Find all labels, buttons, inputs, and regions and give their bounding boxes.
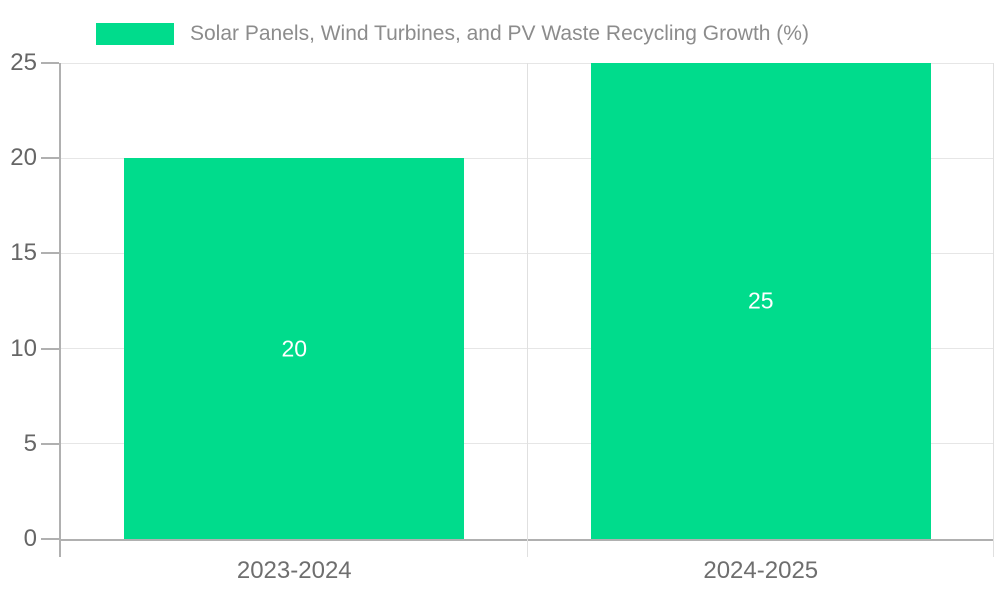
plot-right-border-line (993, 63, 994, 557)
bar-value-label: 25 (747, 287, 774, 314)
legend-swatch-icon (96, 23, 174, 45)
gridline (61, 62, 994, 64)
y-axis-tick-label: 10 (10, 334, 37, 362)
legend: Solar Panels, Wind Turbines, and PV Wast… (96, 22, 809, 46)
y-axis-tick-label: 20 (10, 144, 37, 172)
gridline (61, 252, 994, 254)
y-axis-tick-mark (41, 538, 59, 540)
gridline (61, 443, 994, 445)
bar-2023-2024 (124, 158, 465, 539)
gridline (61, 348, 994, 350)
y-axis-tick-label: 0 (23, 525, 37, 552)
y-axis-tick-mark (41, 62, 59, 64)
legend-label: Solar Panels, Wind Turbines, and PV Wast… (190, 22, 809, 45)
y-axis-tick-label: 5 (23, 429, 37, 457)
x-axis-category-label: 2024-2025 (703, 557, 819, 584)
category-separator-line (526, 63, 528, 557)
gridline (61, 157, 994, 159)
y-axis-tick-mark (41, 252, 59, 255)
y-axis-tick-mark (41, 442, 59, 445)
y-axis-tick-label: 15 (10, 239, 37, 267)
bar-value-label: 20 (281, 335, 308, 362)
y-axis-tick-label: 25 (10, 49, 37, 76)
x-axis-category-label: 2023-2024 (236, 557, 352, 584)
y-axis-tick-mark (41, 157, 59, 160)
plot-area: 0 5 10 15 20 25 20 2023-2024 25 2024-2025 (10, 51, 994, 584)
y-axis-line (59, 63, 61, 557)
bar-2024-2025 (590, 63, 931, 539)
y-axis-tick-mark (41, 347, 59, 350)
legend-item[interactable]: Solar Panels, Wind Turbines, and PV Wast… (96, 22, 809, 46)
